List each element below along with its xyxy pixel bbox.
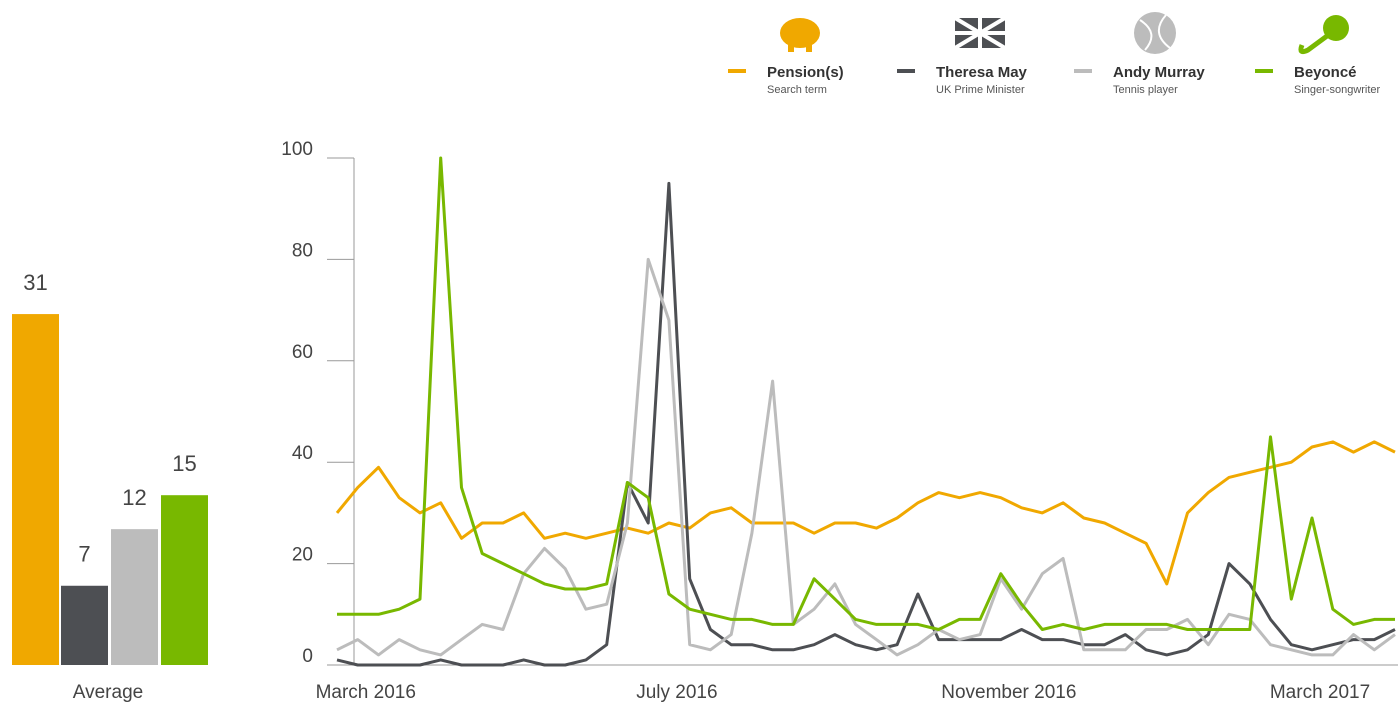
line-series	[335, 440, 1396, 586]
bar-value-label: 31	[23, 270, 47, 295]
y-tick-label: 60	[292, 342, 313, 363]
bar	[12, 314, 59, 665]
y-tick-label: 100	[281, 139, 313, 160]
y-tick-label: 80	[292, 240, 313, 261]
legend-swatch	[1074, 69, 1092, 73]
y-tick-label: 20	[292, 545, 313, 566]
bar-value-label: 15	[172, 451, 196, 476]
x-tick-label: March 2017	[1270, 682, 1370, 703]
bar	[111, 529, 158, 665]
line-series	[336, 257, 1396, 657]
legend-icons	[780, 12, 1349, 55]
legend-description: Tennis player	[1113, 84, 1178, 96]
legend-swatch	[1255, 69, 1273, 73]
legend-swatch	[897, 69, 915, 73]
legend-name: Andy Murray	[1113, 64, 1205, 81]
legend-name: Theresa May	[936, 64, 1028, 81]
y-tick-label: 0	[302, 646, 313, 667]
bar-value-label: 7	[78, 542, 90, 567]
bar-value-label: 12	[122, 485, 146, 510]
x-axis-label: Average	[73, 682, 143, 703]
bar	[61, 585, 108, 665]
line-series	[336, 181, 1396, 667]
legend-swatch	[728, 69, 746, 73]
y-tick-label: 40	[292, 443, 313, 464]
legend-description: Search term	[767, 84, 827, 96]
x-tick-label: March 2016	[316, 682, 416, 703]
x-tick-label: July 2016	[636, 682, 717, 703]
x-tick-label: November 2016	[941, 682, 1076, 703]
legend-description: UK Prime Minister	[936, 84, 1025, 96]
bar	[161, 495, 208, 665]
legend-name: Beyoncé	[1294, 64, 1357, 81]
line-series	[337, 156, 1395, 631]
legend-name: Pension(s)	[767, 64, 844, 81]
legend-description: Singer-songwriter	[1294, 84, 1381, 96]
